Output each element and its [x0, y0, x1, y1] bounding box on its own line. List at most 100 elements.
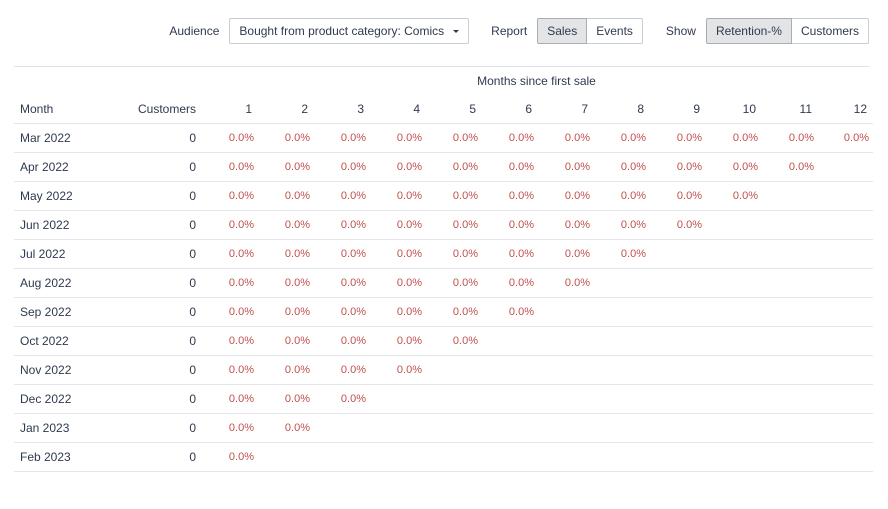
table-row: Dec 2022 0 0.0% 0.0% 0.0% — [14, 384, 873, 414]
retention-cell: 0.0% — [258, 123, 314, 153]
table-row: Oct 2022 0 0.0% 0.0% 0.0% 0.0% 0.0% — [14, 326, 873, 356]
retention-cell: 0.0% — [426, 210, 482, 240]
empty-cell — [818, 442, 873, 472]
retention-cell: 0.0% — [202, 413, 258, 443]
retention-cell: 0.0% — [314, 355, 370, 385]
table-body: Mar 2022 0 0.0% 0.0% 0.0% 0.0% 0.0% 0.0% 0.0% 0.0… — [14, 123, 873, 472]
period-column-header: 6 — [525, 102, 532, 116]
cohort-month-cell: Aug 2022 — [14, 268, 126, 298]
retention-cell: 0.0% — [314, 297, 370, 327]
retention-cell: 0.0% — [258, 268, 314, 298]
retention-cell: 0.0% — [258, 152, 314, 182]
table-row: Sep 2022 0 0.0% 0.0% 0.0% 0.0% 0.0% 0.0% — [14, 297, 873, 327]
retention-cell: 0.0% — [426, 268, 482, 298]
period-column-header: 7 — [581, 102, 588, 116]
retention-cell: 0.0% — [258, 355, 314, 385]
empty-cell — [594, 297, 650, 327]
audience-value: Bought from product category: Comics — [239, 24, 445, 38]
retention-cell: 0.0% — [650, 210, 706, 240]
retention-cell: 0.0% — [538, 181, 594, 211]
toolbar: Audience Bought from product category: C… — [169, 18, 869, 44]
empty-cell — [706, 355, 762, 385]
empty-cell — [706, 297, 762, 327]
empty-cell — [762, 297, 818, 327]
empty-cell — [482, 442, 538, 472]
empty-cell — [762, 442, 818, 472]
empty-cell — [594, 384, 650, 414]
table-row: Jul 2022 0 0.0% 0.0% 0.0% 0.0% 0.0% 0.0% 0.0% 0.0… — [14, 239, 873, 269]
report-sales-button[interactable]: Sales — [537, 18, 588, 44]
empty-cell — [650, 268, 706, 298]
empty-cell — [762, 210, 818, 240]
table-row: May 2022 0 0.0% 0.0% 0.0% 0.0% 0.0% 0.0% 0.0% 0.0… — [14, 181, 873, 211]
period-column-header: 10 — [742, 102, 756, 116]
customers-cell: 0 — [126, 210, 202, 240]
empty-cell — [706, 413, 762, 443]
empty-cell — [426, 413, 482, 443]
report-events-button[interactable]: Events — [587, 18, 643, 44]
retention-cell: 0.0% — [426, 326, 482, 356]
retention-cell: 0.0% — [482, 239, 538, 269]
month-column-header: Month — [20, 102, 54, 116]
empty-cell — [650, 326, 706, 356]
months-since-header: Months since first sale — [477, 74, 596, 88]
empty-cell — [818, 152, 873, 182]
empty-cell — [818, 326, 873, 356]
retention-cell: 0.0% — [314, 181, 370, 211]
retention-cell: 0.0% — [258, 239, 314, 269]
empty-cell — [370, 384, 426, 414]
empty-cell — [594, 268, 650, 298]
cohort-month-cell: Mar 2022 — [14, 123, 126, 153]
empty-cell — [538, 442, 594, 472]
retention-cell: 0.0% — [426, 123, 482, 153]
table-row: Mar 2022 0 0.0% 0.0% 0.0% 0.0% 0.0% 0.0% 0.0% 0.0… — [14, 123, 873, 153]
retention-cell: 0.0% — [706, 181, 762, 211]
empty-cell — [426, 442, 482, 472]
empty-cell — [762, 384, 818, 414]
empty-cell — [818, 297, 873, 327]
customers-cell: 0 — [126, 413, 202, 443]
retention-cell: 0.0% — [314, 239, 370, 269]
show-retention-button[interactable]: Retention-% — [705, 18, 792, 44]
retention-cell: 0.0% — [258, 181, 314, 211]
retention-cell: 0.0% — [370, 355, 426, 385]
retention-cell: 0.0% — [482, 268, 538, 298]
customers-cell: 0 — [126, 355, 202, 385]
cohort-grid: Months since first sale Month Customers … — [14, 66, 873, 472]
cohort-month-cell: Apr 2022 — [14, 152, 126, 182]
empty-cell — [314, 413, 370, 443]
retention-cell: 0.0% — [482, 152, 538, 182]
audience-dropdown[interactable]: Bought from product category: Comics — [229, 18, 470, 44]
retention-cell: 0.0% — [482, 181, 538, 211]
empty-cell — [594, 413, 650, 443]
empty-cell — [650, 297, 706, 327]
retention-cell: 0.0% — [314, 210, 370, 240]
retention-cell: 0.0% — [650, 181, 706, 211]
retention-cell: 0.0% — [202, 210, 258, 240]
empty-cell — [818, 239, 873, 269]
table-row: Jun 2022 0 0.0% 0.0% 0.0% 0.0% 0.0% 0.0% 0.0% 0.0… — [14, 210, 873, 240]
period-column-header: 11 — [799, 102, 812, 116]
table-row: Feb 2023 0 0.0% — [14, 442, 873, 472]
show-customers-button[interactable]: Customers — [791, 18, 869, 44]
report-label: Report — [491, 24, 528, 38]
retention-cell: 0.0% — [426, 297, 482, 327]
empty-cell — [482, 384, 538, 414]
period-column-header: 4 — [413, 102, 420, 116]
retention-cell: 0.0% — [370, 123, 426, 153]
cohort-month-cell: Oct 2022 — [14, 326, 126, 356]
customers-cell: 0 — [126, 268, 202, 298]
retention-cell: 0.0% — [426, 152, 482, 182]
empty-cell — [818, 413, 873, 443]
retention-cell: 0.0% — [370, 297, 426, 327]
empty-cell — [538, 326, 594, 356]
empty-cell — [650, 442, 706, 472]
empty-cell — [370, 442, 426, 472]
empty-cell — [426, 384, 482, 414]
retention-cell: 0.0% — [594, 210, 650, 240]
customers-cell: 0 — [126, 297, 202, 327]
period-column-header: 8 — [637, 102, 644, 116]
empty-cell — [818, 355, 873, 385]
empty-cell — [258, 442, 314, 472]
customers-cell: 0 — [126, 384, 202, 414]
